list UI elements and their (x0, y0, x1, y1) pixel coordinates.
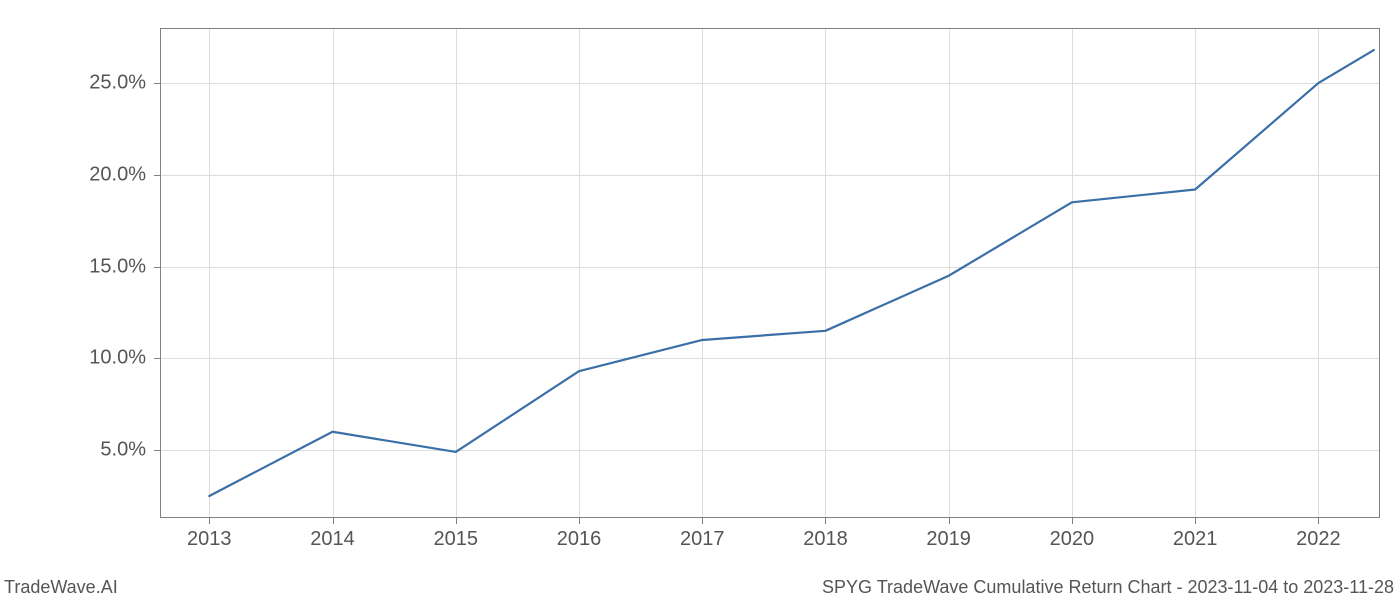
plot-area: 2013201420152016201720182019202020212022… (160, 28, 1380, 518)
x-tick-label: 2014 (310, 528, 355, 551)
x-tick (209, 518, 210, 524)
x-tick-label: 2015 (434, 528, 479, 551)
x-tick (702, 518, 703, 524)
x-tick (579, 518, 580, 524)
y-tick-label: 20.0% (89, 163, 146, 186)
footer-left-text: TradeWave.AI (4, 577, 118, 598)
chart-container: 2013 2014 2015 2016 2017 2018 2019 2020 2021 2022… (0, 0, 1400, 600)
x-tick-label: 2018 (803, 528, 848, 551)
x-tick (949, 518, 950, 524)
x-tick-label: 2019 (926, 528, 971, 551)
y-tick-label: 10.0% (89, 347, 146, 370)
x-tick (825, 518, 826, 524)
x-tick-label: 2017 (680, 528, 725, 551)
x-tick-label: 2021 (1173, 528, 1218, 551)
x-tick-label: 2020 (1050, 528, 1095, 551)
x-tick (1195, 518, 1196, 524)
footer-right-text: SPYG TradeWave Cumulative Return Chart -… (822, 577, 1394, 598)
y-tick-label: 25.0% (89, 72, 146, 95)
x-tick (456, 518, 457, 524)
y-tick-label: 15.0% (89, 255, 146, 278)
x-tick-label: 2016 (557, 528, 602, 551)
x-tick-label: 2013 (187, 528, 232, 551)
x-tick (333, 518, 334, 524)
x-tick (1072, 518, 1073, 524)
y-tick-label: 5.0% (100, 439, 146, 462)
x-tick-label: 2022 (1296, 528, 1341, 551)
series-line (160, 28, 1380, 518)
x-tick (1318, 518, 1319, 524)
